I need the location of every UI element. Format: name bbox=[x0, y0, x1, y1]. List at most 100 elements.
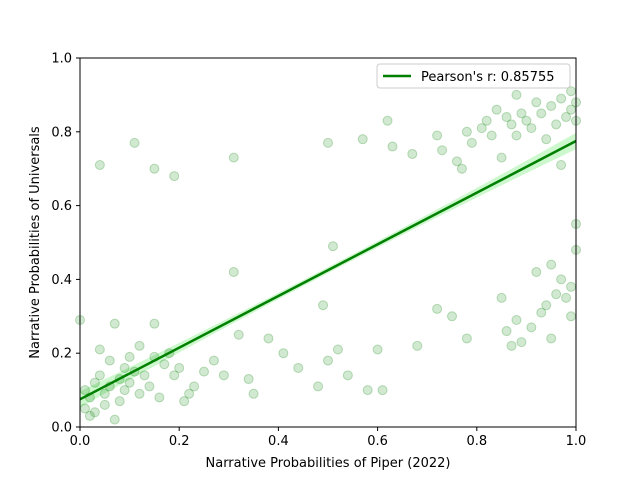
scatter-point bbox=[556, 160, 567, 171]
scatter-point bbox=[144, 381, 155, 392]
legend: Pearson's r: 0.85755 bbox=[376, 63, 571, 89]
x-tick-label: 0.4 bbox=[268, 434, 289, 449]
scatter-point bbox=[169, 370, 180, 381]
scatter-point bbox=[566, 281, 577, 292]
scatter-point bbox=[491, 104, 502, 115]
scatter-point bbox=[184, 388, 195, 399]
scatter-point bbox=[382, 115, 393, 126]
scatter-point bbox=[263, 333, 274, 344]
x-tick-label: 0.0 bbox=[70, 434, 91, 449]
scatter-point bbox=[84, 410, 95, 421]
scatter-point bbox=[432, 130, 443, 141]
scatter-point bbox=[481, 115, 492, 126]
scatter-point bbox=[556, 274, 567, 285]
scatter-point bbox=[293, 362, 304, 373]
scatter-point bbox=[432, 303, 443, 314]
x-tick-label: 1.0 bbox=[566, 434, 587, 449]
scatter-point bbox=[551, 119, 562, 130]
scatter-point bbox=[486, 130, 497, 141]
y-ticks: 0.0 0.2 0.4 0.6 0.8 1.0 bbox=[51, 52, 80, 436]
x-ticks: 0.0 0.2 0.4 0.6 0.8 1.0 bbox=[70, 427, 587, 449]
scatter-point bbox=[387, 141, 398, 152]
scatter-point bbox=[129, 137, 140, 148]
scatter-point bbox=[526, 123, 537, 134]
scatter-point bbox=[154, 392, 165, 403]
scatter-point bbox=[159, 359, 170, 370]
scatter-point bbox=[536, 108, 547, 119]
scatter-point bbox=[99, 388, 110, 399]
x-tick-label: 0.8 bbox=[466, 434, 487, 449]
y-tick-label: 0.2 bbox=[51, 347, 72, 362]
scatter-point bbox=[119, 385, 130, 396]
scatter-point bbox=[124, 377, 135, 388]
y-tick-label: 0.8 bbox=[51, 125, 72, 140]
scatter-point bbox=[169, 171, 180, 182]
scatter-point bbox=[536, 307, 547, 318]
scatter-point bbox=[149, 163, 160, 174]
scatter-point bbox=[114, 396, 125, 407]
scatter-point bbox=[323, 137, 333, 148]
scatter-point bbox=[228, 152, 239, 163]
scatter-point bbox=[94, 344, 105, 355]
scatter-point bbox=[531, 97, 542, 108]
scatter-point bbox=[377, 385, 388, 396]
scatter-point bbox=[516, 108, 527, 119]
scatter-point bbox=[561, 112, 572, 123]
scatter-point bbox=[233, 329, 244, 340]
scatter-point bbox=[228, 267, 239, 278]
scatter-point bbox=[318, 300, 329, 311]
scatter-point bbox=[357, 134, 368, 145]
scatter-point bbox=[124, 351, 135, 362]
y-tick-label: 1.0 bbox=[51, 52, 72, 67]
scatter-point bbox=[89, 377, 100, 388]
scatter-point bbox=[511, 130, 522, 141]
scatter-point bbox=[556, 93, 567, 104]
x-tick-label: 0.6 bbox=[367, 434, 388, 449]
scatter-point bbox=[189, 381, 200, 392]
scatter-point bbox=[501, 112, 512, 123]
scatter-point bbox=[248, 388, 259, 399]
scatter-point bbox=[372, 344, 383, 355]
scatter-point bbox=[174, 362, 185, 373]
scatter-point bbox=[412, 340, 423, 351]
scatter-point bbox=[218, 370, 229, 381]
scatter-point bbox=[506, 119, 517, 130]
scatter-point bbox=[466, 137, 477, 148]
scatter-point bbox=[521, 115, 532, 126]
scatter-point bbox=[179, 396, 190, 407]
y-tick-label: 0.6 bbox=[51, 199, 72, 214]
scatter-point bbox=[451, 156, 462, 167]
scatter-point bbox=[461, 333, 472, 344]
scatter-point bbox=[149, 318, 160, 329]
scatter-point bbox=[546, 259, 557, 270]
scatter-point bbox=[94, 370, 105, 381]
scatter-point bbox=[456, 163, 467, 174]
scatter-point bbox=[139, 370, 150, 381]
scatter-point bbox=[104, 355, 115, 366]
x-tick-label: 0.2 bbox=[169, 434, 190, 449]
scatter-point bbox=[323, 355, 333, 366]
scatter-point bbox=[342, 370, 353, 381]
scatter-point bbox=[511, 89, 522, 100]
scatter-point bbox=[566, 311, 577, 322]
y-tick-label: 0.4 bbox=[51, 273, 72, 288]
scatter-point bbox=[134, 340, 145, 351]
scatter-point bbox=[511, 314, 522, 325]
scatter-point bbox=[546, 100, 557, 111]
scatter-point bbox=[208, 355, 219, 366]
scatter-point bbox=[119, 362, 130, 373]
scatter-point bbox=[109, 318, 120, 329]
scatter-point bbox=[327, 241, 338, 252]
regression-line-layer bbox=[79, 139, 577, 401]
scatter-point bbox=[496, 292, 507, 303]
legend-label: Pearson's r: 0.85755 bbox=[421, 70, 555, 85]
scatter-point bbox=[476, 123, 487, 134]
scatter-point bbox=[551, 289, 562, 300]
scatter-point bbox=[109, 414, 120, 425]
scatter-point bbox=[506, 340, 517, 351]
scatter-point bbox=[437, 145, 448, 156]
scatter-point bbox=[516, 337, 527, 348]
scatter-point bbox=[561, 292, 572, 303]
scatter-point bbox=[501, 326, 512, 337]
